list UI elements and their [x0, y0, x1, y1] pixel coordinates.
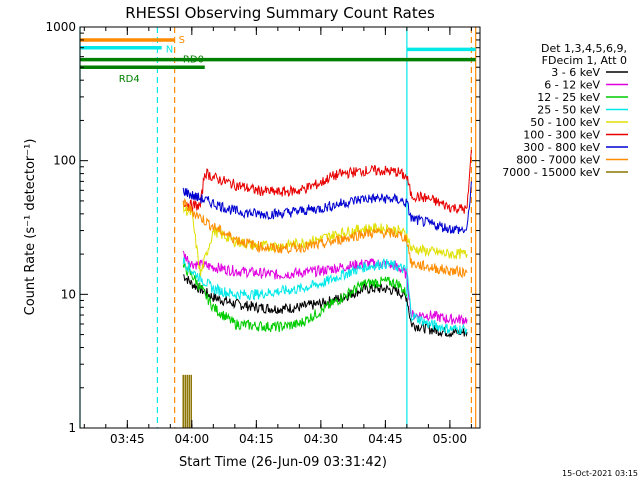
legend: Det 1,3,4,5,6,9,FDecim 1, Att 03 - 6 keV…	[502, 42, 628, 179]
status-bar-label-1: N	[166, 45, 173, 56]
series-line-2	[182, 261, 408, 333]
plot-frame	[79, 26, 481, 429]
legend-header-0: Det 1,3,4,5,6,9,	[541, 42, 627, 55]
series-line-0	[183, 274, 468, 339]
legend-label-3: 25 - 50 keV	[537, 104, 600, 117]
legend-label-5: 100 - 300 keV	[523, 129, 600, 142]
x-tick-label: 04:45	[368, 432, 403, 446]
legend-label-0: 3 - 6 keV	[551, 66, 600, 79]
x-tick-label: 04:15	[239, 432, 274, 446]
legend-label-2: 12 - 25 keV	[537, 91, 600, 104]
series-line-7	[182, 197, 468, 279]
legend-label-8: 7000 - 15000 keV	[502, 166, 600, 179]
x-tick-label: 05:00	[433, 432, 468, 446]
series-line-3	[182, 257, 468, 335]
series-line-5	[182, 150, 472, 214]
status-bar-label-3: RD4	[119, 74, 140, 85]
x-tick-label: 04:30	[304, 432, 339, 446]
y-tick-label: 1	[68, 421, 76, 435]
series-line-1	[182, 250, 468, 325]
footer-stamp: 15-Oct-2021 03:15	[562, 469, 638, 478]
y-tick-label: 10	[61, 287, 76, 301]
legend-label-1: 6 - 12 keV	[544, 79, 600, 92]
axes: 03:45 04:00 04:15 04:30 04:45 05:00 1 10 100 1000	[45, 20, 480, 446]
status-bar-label-2: RD0	[183, 55, 204, 66]
y-tick-label: 100	[53, 154, 76, 168]
legend-header-1: FDecim 1, Att 0	[542, 54, 627, 67]
legend-label-4: 50 - 100 keV	[530, 116, 600, 129]
legend-label-7: 800 - 7000 keV	[516, 154, 600, 167]
x-axis-label: Start Time (26-Jun-09 03:31:42)	[179, 455, 387, 470]
series-lines	[182, 150, 472, 428]
legend-label-6: 300 - 800 keV	[523, 141, 600, 154]
chart-title: RHESSI Observing Summary Count Rates	[125, 4, 435, 22]
y-tick-label: 1000	[45, 20, 76, 34]
series-line-6	[182, 181, 472, 235]
x-tick-label: 03:45	[110, 432, 145, 446]
y-axis-label: Count Rate (s⁻¹ detector⁻¹)	[23, 139, 38, 316]
status-bars: SN RD0 RD4	[80, 35, 476, 85]
status-bar-label-0: S	[179, 35, 185, 46]
x-tick-label: 04:00	[175, 432, 210, 446]
